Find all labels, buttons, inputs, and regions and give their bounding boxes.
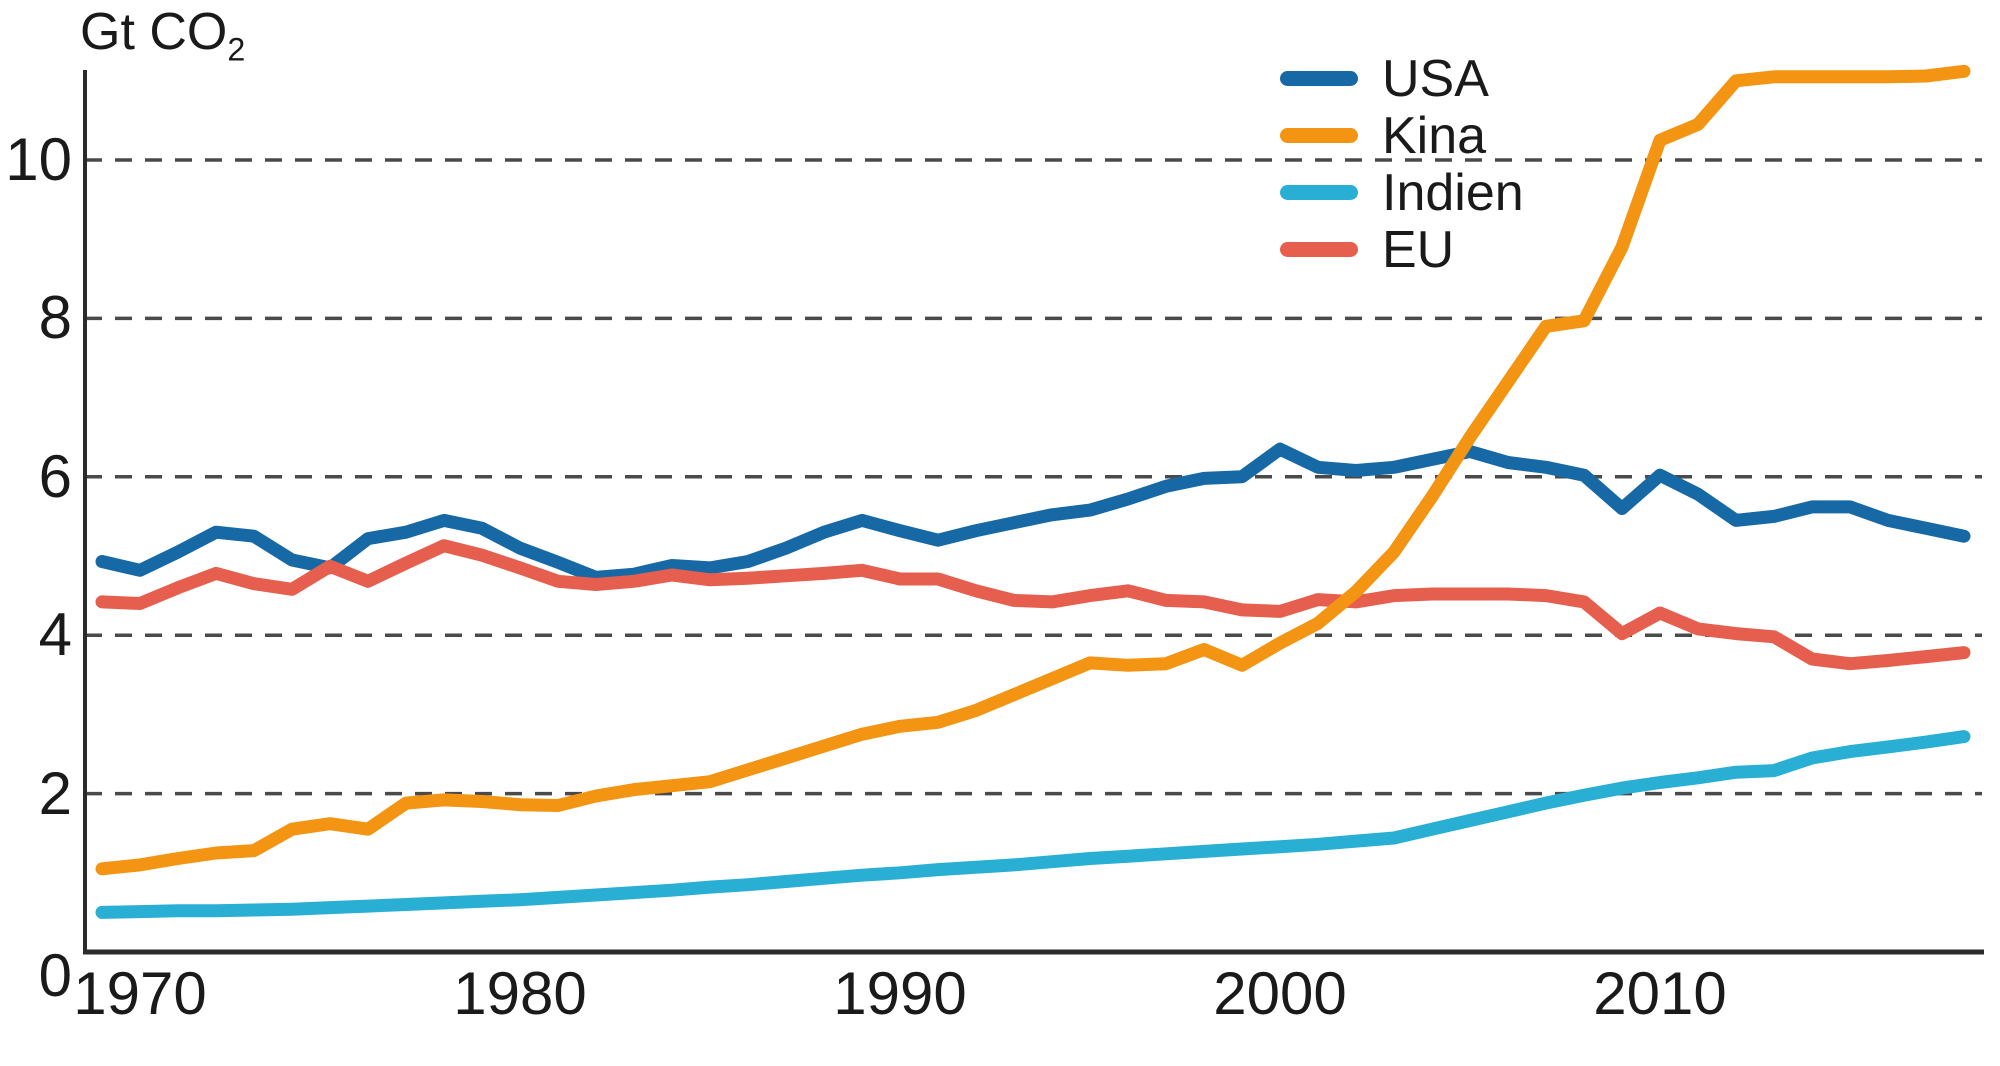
- legend-item-indien: Indien: [1280, 164, 1524, 221]
- series-line-kina: [95, 64, 1971, 876]
- legend-label-usa: USA: [1382, 49, 1489, 108]
- x-tick-label-1970: 1970: [73, 960, 207, 1027]
- legend-item-eu: EU: [1280, 221, 1524, 278]
- legend-label-kina: Kina: [1382, 106, 1487, 165]
- unit-text: Gt CO: [80, 3, 228, 61]
- y-tick-label-6: 6: [38, 442, 72, 510]
- legend-label-eu: EU: [1382, 220, 1455, 279]
- y-tick-label-10: 10: [5, 126, 72, 193]
- series-line-usa: [95, 442, 1971, 584]
- y-tick-label-0: 0: [38, 942, 72, 1009]
- x-tick-label-2000: 2000: [1213, 960, 1347, 1027]
- legend-label-indien: Indien: [1382, 163, 1524, 222]
- legend-swatch-eu: [1280, 242, 1358, 257]
- y-axis-unit-label: Gt CO2: [80, 3, 246, 68]
- legend-item-kina: Kina: [1280, 107, 1524, 164]
- legend-swatch-kina: [1280, 128, 1358, 143]
- legend-swatch-indien: [1280, 185, 1358, 200]
- x-tick-label-1990: 1990: [833, 960, 967, 1027]
- series-line-indien: [95, 730, 1971, 919]
- y-tick-label-8: 8: [38, 284, 72, 352]
- y-tick-label-4: 4: [38, 601, 72, 669]
- y-tick-label-2: 2: [38, 759, 72, 827]
- x-tick-label-2010: 2010: [1593, 960, 1727, 1027]
- series-line-eu: [95, 539, 1971, 671]
- legend-item-usa: USA: [1280, 50, 1524, 107]
- legend-swatch-usa: [1280, 71, 1358, 86]
- chart-legend: USA Kina Indien EU: [1280, 50, 1524, 278]
- unit-subscript: 2: [227, 31, 246, 68]
- x-tick-label-1980: 1980: [453, 960, 587, 1027]
